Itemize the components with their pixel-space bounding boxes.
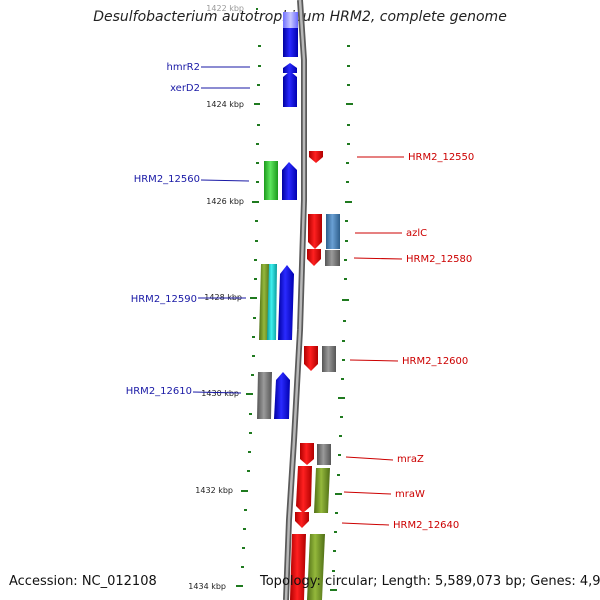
gene-arrow-xerD2 (283, 71, 297, 107)
gene-block-HRM2_12580 (325, 250, 340, 266)
kbp-label-1424: 1424 kbp (206, 100, 244, 109)
gene-block-red (290, 534, 306, 600)
gene-block-HRM2_12600 (322, 346, 336, 372)
gene-label-HRM2_12610: HRM2_12610 (126, 386, 192, 397)
gene-arrow-red (304, 346, 318, 371)
gene-label-HRM2_12640: HRM2_12640 (393, 520, 459, 531)
gene-arrow-mraZ (300, 443, 314, 465)
forward-gene-labels: hmrR2 xerD2 HRM2_12560 HRM2_12590 HRM2_1… (126, 62, 200, 397)
gene-arrow-mraW (296, 466, 312, 513)
tick-marks-right (330, 45, 353, 591)
gene-block-gray (257, 372, 272, 419)
gene-arrow-HRM2_12560 (282, 162, 297, 200)
gene-arrow-HRM2_12640 (295, 512, 309, 528)
gene-label-HRM2_12560: HRM2_12560 (134, 174, 200, 185)
tick-marks-left (236, 8, 261, 587)
reverse-gene-labels: HRM2_12550 azlC HRM2_12580 HRM2_12600 mr… (393, 152, 474, 531)
forward-genes (257, 12, 298, 419)
gene-arrow-HRM2_12550 (309, 151, 323, 163)
gene-arrow-red (307, 249, 321, 266)
gene-block-gray (317, 444, 331, 465)
gene-block-azlC (326, 214, 340, 249)
kbp-label-1422: 1422 kbp (206, 4, 244, 13)
forward-leader-lines (192, 66, 250, 394)
gene-label-hmrR2: hmrR2 (166, 62, 200, 73)
gene-block-cyan (267, 264, 277, 340)
reverse-genes (290, 151, 340, 600)
gene-label-HRM2_12600: HRM2_12600 (402, 356, 468, 367)
gene-arrow-HRM2_12610 (274, 372, 290, 419)
gene-label-mraZ: mraZ (397, 454, 424, 465)
gene-label-HRM2_12550: HRM2_12550 (408, 152, 474, 163)
accession-text: Accession: NC_012108 (9, 574, 157, 589)
gene-label-HRM2_12590: HRM2_12590 (131, 294, 197, 305)
gene-block-olive (307, 534, 325, 600)
kbp-label-1434: 1434 kbp (188, 582, 226, 591)
gene-label-azlC: azlC (406, 228, 427, 239)
gene-label-HRM2_12580: HRM2_12580 (406, 254, 472, 265)
gene-arrow-HRM2_12590 (278, 265, 294, 340)
gene-block-olive (314, 468, 330, 513)
gene-arrow-red (308, 214, 322, 249)
kbp-label-1426: 1426 kbp (206, 197, 244, 206)
gene-block-olive (259, 264, 270, 340)
kbp-label-1430: 1430 kbp (201, 389, 239, 398)
gene-block-green (264, 161, 278, 200)
gene-block-forward (283, 28, 298, 57)
gene-label-mraW: mraW (395, 489, 425, 500)
kbp-label-1432: 1432 kbp (195, 486, 233, 495)
reverse-leader-lines (341, 156, 404, 526)
gene-label-xerD2: xerD2 (170, 83, 200, 94)
gene-arrow-hmrR2 (283, 63, 297, 73)
genome-backbone (283, 0, 307, 600)
topology-text: Topology: circular; Length: 5,589,073 bp… (260, 574, 600, 589)
